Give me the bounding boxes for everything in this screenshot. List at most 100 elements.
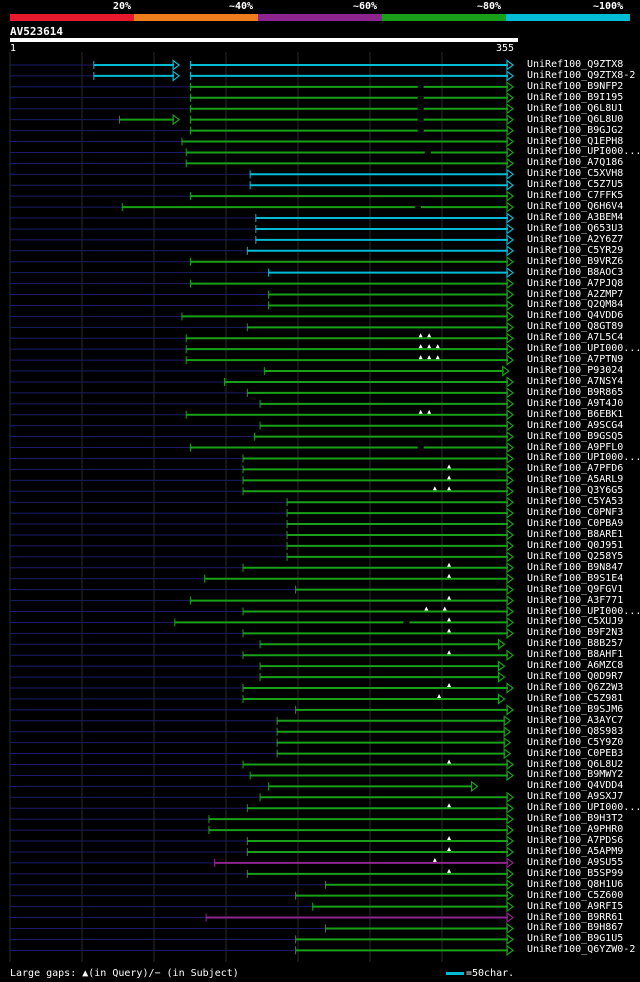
hit-label[interactable]: UniRef100_B9R865 — [527, 386, 624, 398]
hit-label[interactable]: UniRef100_C5Z7U5 — [527, 179, 624, 191]
hit-label[interactable]: UniRef100_B9S1E4 — [527, 572, 624, 584]
hit-arrow-43-0 — [506, 529, 514, 541]
hit-label[interactable]: UniRef100_A9SU55 — [527, 856, 624, 868]
hit-label[interactable]: UniRef100_Q4VDD4 — [527, 780, 624, 792]
hit-label[interactable]: UniRef100_Q4VDD6 — [527, 310, 624, 322]
hit-label[interactable]: UniRef100_Q258Y5 — [527, 550, 624, 562]
hit-label[interactable]: UniRef100_Q6H6V4 — [527, 201, 624, 213]
query-gap-marker-64-0 — [447, 759, 452, 764]
hit-label[interactable]: UniRef100_A7L5C4 — [527, 332, 624, 344]
hit-label[interactable]: UniRef100_A9SCG4 — [527, 419, 624, 431]
hit-label[interactable]: UniRef100_Q1EPH8 — [527, 135, 624, 147]
hit-label[interactable]: UniRef100_B9H3T2 — [527, 813, 624, 825]
hit-arrow-77-0 — [506, 900, 514, 913]
hit-label[interactable]: UniRef100_C5XVH8 — [527, 168, 624, 180]
hit-label[interactable]: UniRef100_C5Y9Z0 — [527, 736, 624, 748]
query-gap-marker-32-0 — [418, 409, 423, 414]
hit-label[interactable]: UniRef100_Q0J951 — [527, 539, 624, 551]
hit-label[interactable]: UniRef100_C0PNF3 — [527, 507, 624, 519]
ruler-end-label: 355 — [496, 43, 515, 54]
hit-arrow-4-0 — [506, 103, 514, 115]
hit-label[interactable]: UniRef100_UPI000... — [527, 146, 640, 158]
hit-arrow-44-0 — [506, 540, 514, 552]
hit-label[interactable]: UniRef100_B9RR61 — [527, 911, 624, 923]
hit-label[interactable]: UniRef100_Q6L8U0 — [527, 113, 624, 125]
query-gap-marker-71-0 — [447, 836, 452, 841]
hit-label[interactable]: UniRef100_Q8S983 — [527, 725, 624, 737]
hit-label[interactable]: UniRef100_B9F2N3 — [527, 627, 624, 639]
hit-label[interactable]: UniRef100_B8AHF1 — [527, 649, 624, 661]
hit-label[interactable]: UniRef100_A9SXJ7 — [527, 791, 624, 803]
query-gap-marker-27-2 — [435, 355, 440, 360]
hit-label[interactable]: UniRef100_Q8H1U6 — [527, 878, 624, 890]
hit-label[interactable]: UniRef100_Q3Y6G5 — [527, 485, 624, 497]
hit-label[interactable]: UniRef100_A9PFL0 — [527, 441, 624, 453]
hit-label[interactable]: UniRef100_A2ZMP7 — [527, 288, 624, 300]
hit-label[interactable]: UniRef100_Q0D9R7 — [527, 671, 624, 683]
hit-label[interactable]: UniRef100_UPI000... — [527, 343, 640, 355]
hit-label[interactable]: UniRef100_B9N847 — [527, 561, 624, 573]
hit-label[interactable]: UniRef100_Q8GT89 — [527, 321, 624, 333]
hit-label[interactable]: UniRef100_A5ARL9 — [527, 474, 624, 486]
hit-label[interactable]: UniRef100_A3AYC7 — [527, 714, 624, 726]
hit-label[interactable]: UniRef100_A3F771 — [527, 594, 624, 606]
hit-label[interactable]: UniRef100_C0PBA9 — [527, 518, 624, 530]
legend-swatch-100 — [506, 14, 630, 21]
gap-legend: Large gaps: ▲(in Query)/− (in Subject) — [10, 968, 239, 979]
hit-label[interactable]: UniRef100_Q9ZTX8-2 — [527, 69, 636, 81]
hit-label[interactable]: UniRef100_B5SP99 — [527, 867, 624, 879]
legend-label-40: ~40% — [229, 1, 254, 12]
hit-label[interactable]: UniRef100_B9G1U5 — [527, 933, 624, 945]
hit-label[interactable]: UniRef100_C5Z600 — [527, 889, 624, 901]
hit-label[interactable]: UniRef100_Q6Z2W3 — [527, 682, 624, 693]
hit-label[interactable]: UniRef100_C5YA53 — [527, 496, 624, 508]
hit-arrow-50-0 — [506, 605, 514, 618]
hit-arrow-14-0 — [506, 212, 514, 224]
hit-label[interactable]: UniRef100_Q9ZTX8 — [527, 59, 624, 70]
hit-label[interactable]: UniRef100_A6MZC8 — [527, 660, 624, 672]
hit-label[interactable]: UniRef100_B9GSQ5 — [527, 430, 624, 442]
hit-label[interactable]: UniRef100_P93024 — [527, 365, 624, 377]
hit-label[interactable]: UniRef100_C0PEB3 — [527, 747, 624, 759]
hit-label[interactable]: UniRef100_B6EBK1 — [527, 408, 624, 420]
hit-label[interactable]: UniRef100_A7PTN9 — [527, 354, 624, 366]
hit-label[interactable]: UniRef100_C5Z981 — [527, 692, 624, 704]
hit-label[interactable]: UniRef100_A3BEM4 — [527, 212, 624, 224]
hit-label[interactable]: UniRef100_A2Y6Z7 — [527, 233, 624, 245]
hit-label[interactable]: UniRef100_B8B257 — [527, 638, 624, 650]
hit-label[interactable]: UniRef100_B9SJM6 — [527, 703, 624, 715]
hit-label[interactable]: UniRef100_B9VRZ6 — [527, 255, 624, 267]
hit-label[interactable]: UniRef100_UPI000... — [527, 802, 640, 814]
hit-label[interactable]: UniRef100_C5XUJ9 — [527, 616, 624, 628]
hit-label[interactable]: UniRef100_A7PJQ8 — [527, 277, 624, 289]
hit-label[interactable]: UniRef100_C5YR29 — [527, 244, 624, 256]
hit-label[interactable]: UniRef100_UPI000... — [527, 452, 640, 464]
hit-arrow-68-0 — [506, 802, 514, 814]
hit-arrow-27-0 — [506, 354, 514, 366]
hit-label[interactable]: UniRef100_Q6L8U2 — [527, 758, 624, 770]
hit-label[interactable]: UniRef100_A7PDS6 — [527, 835, 624, 847]
hit-label[interactable]: UniRef100_C7FFK5 — [527, 190, 624, 202]
hit-label[interactable]: UniRef100_B9I195 — [527, 91, 624, 103]
hit-label[interactable]: UniRef100_B8ARE1 — [527, 528, 624, 540]
hit-label[interactable]: UniRef100_Q6L8U1 — [527, 102, 624, 114]
hit-label[interactable]: UniRef100_B9NFP2 — [527, 80, 624, 92]
query-name: AV523614 — [10, 25, 63, 38]
hit-label[interactable]: UniRef100_A7NSY4 — [527, 375, 624, 387]
hit-label[interactable]: UniRef100_A7PFD6 — [527, 463, 624, 475]
hit-label[interactable]: UniRef100_Q2QM84 — [527, 299, 624, 311]
hit-label[interactable]: UniRef100_Q653U3 — [527, 222, 624, 234]
hit-label[interactable]: UniRef100_A7Q186 — [527, 157, 624, 169]
hit-label[interactable]: UniRef100_A5APM9 — [527, 845, 624, 857]
hit-label[interactable]: UniRef100_B9GJG2 — [527, 124, 624, 136]
hit-label[interactable]: UniRef100_A9T4J0 — [527, 397, 624, 409]
hit-label[interactable]: UniRef100_B9MWY2 — [527, 769, 624, 781]
hit-label[interactable]: UniRef100_A9PHR0 — [527, 824, 624, 836]
hit-label[interactable]: UniRef100_A9RFI5 — [527, 900, 624, 912]
hit-label[interactable]: UniRef100_B8AOC3 — [527, 266, 624, 278]
hit-label[interactable]: UniRef100_B9H867 — [527, 922, 624, 934]
hit-label[interactable]: UniRef100_Q9FGV1 — [527, 583, 624, 595]
hit-arrow-0-1 — [506, 59, 514, 71]
hit-label[interactable]: UniRef100_UPI000... — [527, 605, 640, 617]
hit-label[interactable]: UniRef100_Q6YZW0-2 — [527, 944, 636, 956]
